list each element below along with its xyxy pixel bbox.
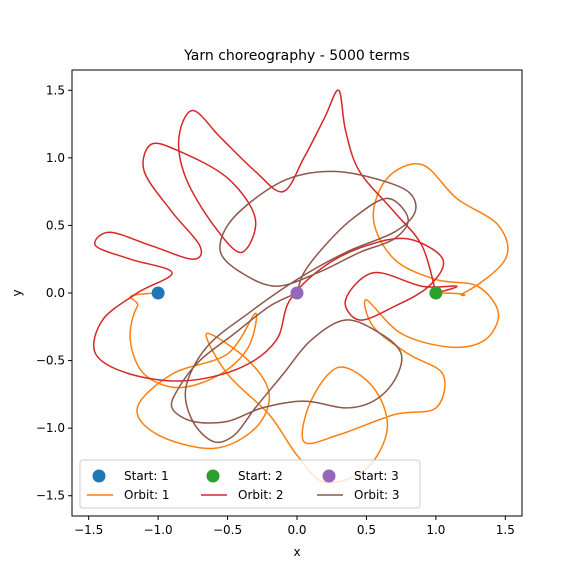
y-tick-label: 0.0	[46, 286, 65, 300]
x-tick-label: −1.5	[74, 523, 103, 537]
y-tick-label: −0.5	[36, 354, 65, 368]
y-tick-label: 1.5	[46, 83, 65, 97]
legend-start-3-swatch	[322, 469, 336, 483]
legend-start-1-swatch	[92, 469, 106, 483]
orbit-lines	[93, 89, 509, 484]
x-tick-label: 1.5	[496, 523, 515, 537]
legend-orbit-1-label: Orbit: 1	[124, 488, 170, 502]
y-tick-label: −1.0	[36, 421, 65, 435]
x-tick-label: 0.5	[357, 523, 376, 537]
legend-start-3-label: Start: 3	[354, 469, 399, 483]
y-axis-label: y	[10, 289, 24, 296]
legend-start-2-swatch	[206, 469, 220, 483]
y-tick-label: 1.0	[46, 151, 65, 165]
orbit-1-line	[129, 163, 509, 484]
start-3-marker	[290, 286, 304, 300]
chart-title: Yarn choreography - 5000 terms	[183, 48, 410, 64]
legend-start-2-label: Start: 2	[238, 469, 283, 483]
legend-orbit-3-label: Orbit: 3	[354, 488, 400, 502]
x-axis-ticks: −1.5 −1.0 −0.5 0.0 0.5 1.0 1.5	[74, 516, 515, 537]
legend-start-1-label: Start: 1	[124, 469, 169, 483]
x-tick-label: 0.0	[287, 523, 306, 537]
y-axis-ticks: −1.5 −1.0 −0.5 0.0 0.5 1.0 1.5	[36, 83, 72, 503]
y-tick-label: 0.5	[46, 218, 65, 232]
start-markers	[151, 286, 443, 300]
orbit-2-line	[93, 89, 458, 382]
legend: Start: 1 Start: 2 Start: 3 Orbit: 1 Orbit: 2…	[79, 459, 421, 509]
start-1-marker	[151, 286, 165, 300]
orbit-3-line	[170, 170, 417, 444]
start-2-marker	[429, 286, 443, 300]
legend-box	[79, 459, 421, 509]
x-axis-label: x	[293, 545, 300, 559]
y-tick-label: −1.5	[36, 489, 65, 503]
legend-orbit-2-label: Orbit: 2	[238, 488, 284, 502]
x-tick-label: −1.0	[144, 523, 173, 537]
x-tick-label: −0.5	[213, 523, 242, 537]
x-tick-label: 1.0	[426, 523, 445, 537]
